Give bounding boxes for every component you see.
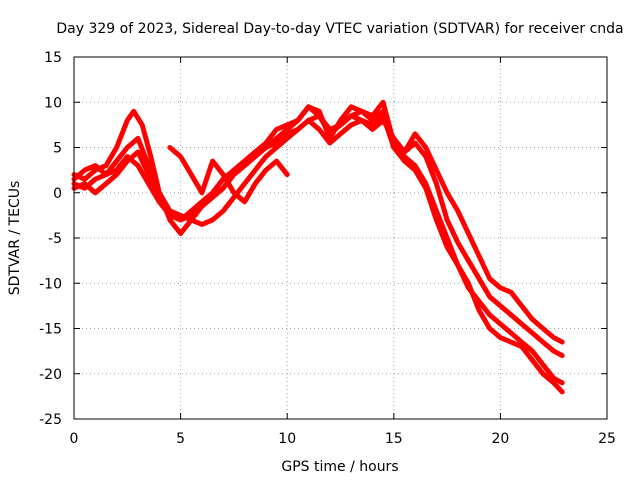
x-tick-label: 10 — [278, 431, 296, 447]
x-tick-label: 25 — [598, 431, 616, 447]
x-tick-label: 0 — [70, 431, 79, 447]
series-line-satellite-track-5 — [167, 145, 290, 205]
y-tick-label: -25 — [39, 412, 62, 428]
gridlines — [74, 57, 607, 419]
y-tick-label: 15 — [44, 50, 62, 66]
chart-title: Day 329 of 2023, Sidereal Day-to-day VTE… — [56, 21, 623, 37]
series-group — [71, 99, 565, 395]
x-axis-label: GPS time / hours — [281, 459, 398, 475]
x-tick-label: 20 — [491, 431, 509, 447]
y-tick-label: 10 — [44, 95, 62, 111]
y-tick-label: -20 — [39, 367, 62, 383]
y-axis-label: SDTVAR / TECUs — [7, 181, 23, 296]
y-tick-label: -5 — [48, 231, 62, 247]
axis-ticks: 0 5 10 15 20 25 -25 -20 -15 -10 -5 0 5 10 15 — [39, 50, 616, 447]
x-tick-label: 5 — [176, 431, 185, 447]
y-tick-label: -15 — [39, 322, 62, 338]
x-tick-label: 15 — [385, 431, 403, 447]
y-tick-label: 0 — [53, 186, 62, 202]
y-tick-label: 5 — [53, 141, 62, 157]
series-line-satellite-track-4 — [71, 113, 565, 345]
y-tick-label: -10 — [39, 276, 62, 292]
